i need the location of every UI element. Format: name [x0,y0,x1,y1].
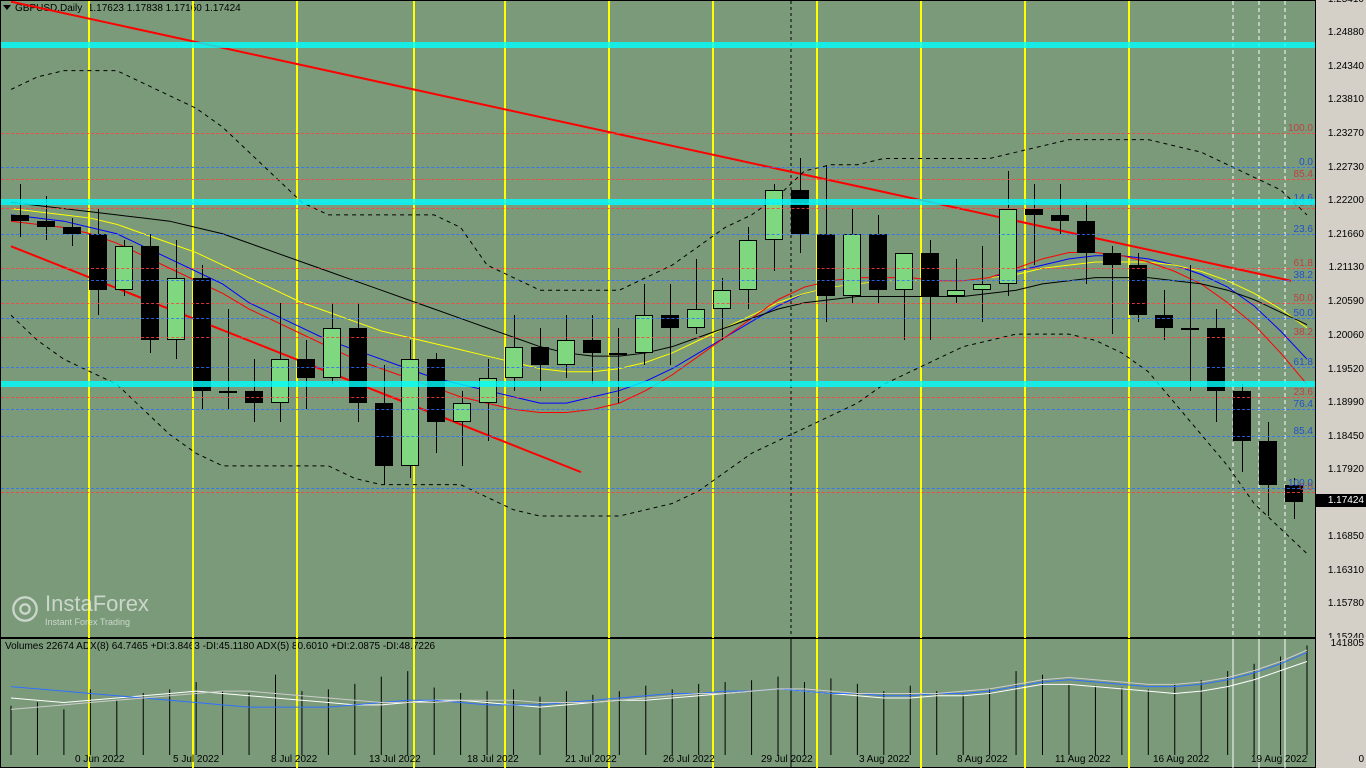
xaxis-tick: 11 Aug 2022 [1055,754,1110,765]
fibonacci-label: 38.2 [1294,270,1313,281]
yaxis-tick: 1.16850 [1328,531,1364,542]
volume-chart-svg [1,639,1317,768]
fibonacci-label: 50.0 [1294,293,1313,304]
fibonacci-label: 85.4 [1294,426,1313,437]
fibonacci-label: 23.6 [1294,224,1313,235]
yaxis-tick: 1.17920 [1328,464,1364,475]
fibonacci-line [1,409,1315,410]
price-yaxis: 1.25410 1.24880 1.24340 1.23810 1.23270 1.227… [1316,0,1366,638]
yaxis-tick: 1.15780 [1328,598,1364,609]
fibonacci-line [1,303,1315,304]
xaxis-tick: 8 Aug 2022 [957,754,1008,765]
xaxis-tick: 21 Jul 2022 [565,754,617,765]
vol-yaxis-tick: 141805 [1331,638,1364,649]
xaxis-tick: 18 Jul 2022 [467,754,519,765]
watermark-brand: InstaForex [45,591,149,617]
yaxis-tick: 1.25410 [1328,0,1364,5]
fibonacci-label: 23.6 [1294,387,1313,398]
yaxis-tick: 1.20590 [1328,296,1364,307]
fibonacci-line [1,492,1315,493]
fibonacci-line [1,234,1315,235]
main-price-chart[interactable]: GBPUSD,Daily 1.17623 1.17838 1.17160 1.1… [0,0,1316,638]
fibonacci-line [1,268,1315,269]
fibonacci-line [1,436,1315,437]
yaxis-tick: 1.22730 [1328,162,1364,173]
volume-indicator-chart[interactable]: Volumes 22674 ADX(8) 64.7465 +DI:3.8463 … [0,638,1316,768]
fibonacci-line [1,367,1315,368]
yaxis-tick: 1.16310 [1328,565,1364,576]
yaxis-tick: 1.24340 [1328,61,1364,72]
yaxis-tick: 1.18990 [1328,397,1364,408]
watermark-logo: InstaForex Instant Forex Trading [11,591,149,627]
cyan-zone-line [1,199,1315,205]
fibonacci-line [1,179,1315,180]
cyan-zone-line [1,42,1315,48]
fibonacci-line [1,488,1315,489]
xaxis-tick: 19 Aug 2022 [1251,754,1307,765]
fibonacci-layer: 100.085.476.461.850.038.223.60.00.014.62… [1,1,1315,637]
xaxis-tick: 0 Jun 2022 [75,754,125,765]
xaxis-dates: 0 Jun 2022 5 Jul 2022 8 Jul 2022 13 Jul 202… [1,753,1315,767]
fibonacci-label: 50.0 [1294,308,1313,319]
cyan-zone-line [1,381,1315,387]
xaxis-tick: 26 Jul 2022 [663,754,715,765]
yaxis-tick: 1.20060 [1328,330,1364,341]
fibonacci-label: 100.0 [1288,478,1313,489]
yaxis-tick: 1.23810 [1328,94,1364,105]
xaxis-tick: 3 Aug 2022 [859,754,910,765]
fibonacci-label: 61.8 [1294,357,1313,368]
fibonacci-label: 85.4 [1294,169,1313,180]
xaxis-tick: 13 Jul 2022 [369,754,421,765]
xaxis-tick: 8 Jul 2022 [271,754,317,765]
gear-icon [11,595,39,623]
fibonacci-label: 38.2 [1294,327,1313,338]
fibonacci-line [1,318,1315,319]
fibonacci-line [1,208,1315,209]
fibonacci-label: 76.4 [1294,399,1313,410]
yaxis-tick: 1.23270 [1328,128,1364,139]
fibonacci-line [1,397,1315,398]
fibonacci-line [1,133,1315,134]
yaxis-tick: 1.19520 [1328,364,1364,375]
yaxis-tick: 1.24880 [1328,27,1364,38]
xaxis-tick: 5 Jul 2022 [173,754,219,765]
fibonacci-line [1,167,1315,168]
yaxis-tick: 1.21130 [1329,262,1364,273]
fibonacci-line [1,337,1315,338]
vol-yaxis-tick: 0 [1358,754,1364,765]
fibonacci-label: 61.8 [1294,258,1313,269]
yaxis-tick: 1.21660 [1328,229,1364,240]
chart-container: GBPUSD,Daily 1.17623 1.17838 1.17160 1.1… [0,0,1366,768]
current-price-badge: 1.17424 [1316,494,1366,507]
watermark-tagline: Instant Forex Trading [45,617,149,627]
xaxis-tick: 29 Jul 2022 [761,754,813,765]
yaxis-tick: 1.18450 [1328,431,1364,442]
fibonacci-label: 0.0 [1299,157,1313,168]
volume-yaxis: 141805 0 [1316,638,1366,768]
xaxis-tick: 16 Aug 2022 [1153,754,1209,765]
fibonacci-line [1,280,1315,281]
fibonacci-label: 100.0 [1288,123,1313,134]
yaxis-tick: 1.22200 [1328,195,1364,206]
